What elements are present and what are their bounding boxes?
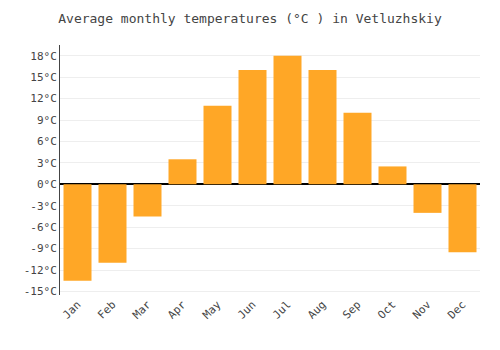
svg-text:-6°C: -6°C: [30, 221, 57, 234]
svg-text:Feb: Feb: [95, 298, 118, 321]
svg-text:3°C: 3°C: [37, 157, 57, 170]
svg-text:0°C: 0°C: [37, 178, 57, 191]
svg-text:Sep: Sep: [340, 298, 363, 321]
svg-text:-15°C: -15°C: [24, 285, 57, 298]
svg-text:-9°C: -9°C: [30, 242, 57, 255]
svg-text:Jan: Jan: [60, 298, 83, 321]
svg-text:-12°C: -12°C: [24, 264, 57, 277]
svg-text:18°C: 18°C: [30, 50, 57, 63]
svg-text:Dec: Dec: [445, 298, 468, 321]
svg-text:Mar: Mar: [130, 298, 154, 322]
svg-text:Apr: Apr: [165, 298, 189, 322]
svg-text:12°C: 12°C: [30, 92, 57, 105]
svg-text:Nov: Nov: [410, 298, 434, 322]
svg-text:9°C: 9°C: [37, 114, 57, 127]
svg-text:15°C: 15°C: [30, 71, 57, 84]
svg-text:6°C: 6°C: [37, 135, 57, 148]
svg-text:Average monthly temperatures (: Average monthly temperatures (°C ) in Ve…: [58, 11, 442, 26]
svg-text:-3°C: -3°C: [30, 200, 57, 213]
svg-text:May: May: [200, 298, 224, 322]
svg-text:Aug: Aug: [305, 298, 328, 321]
svg-text:Jun: Jun: [235, 298, 258, 321]
svg-text:Oct: Oct: [375, 298, 398, 321]
svg-text:Jul: Jul: [270, 298, 293, 321]
